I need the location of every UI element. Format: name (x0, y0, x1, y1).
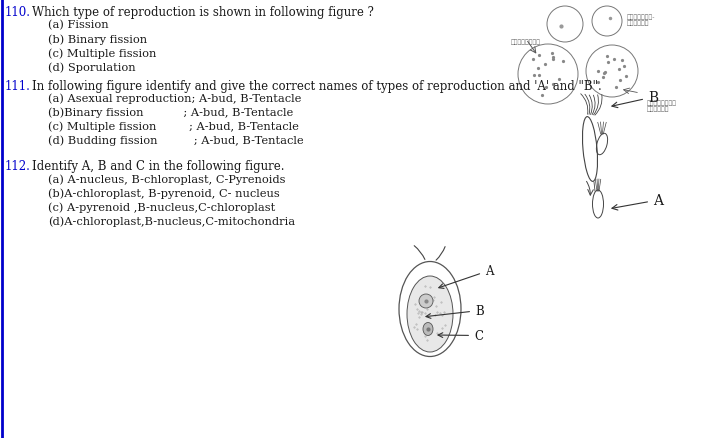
Text: C: C (438, 329, 483, 342)
Text: बहुखंडीय
विभाजन: बहुखंडीय विभाजन (647, 100, 677, 112)
Text: Identify A, B and C in the following figure.: Identify A, B and C in the following fig… (32, 159, 285, 173)
Text: (d) Budding fission          ; A-bud, B-Tentacle: (d) Budding fission ; A-bud, B-Tentacle (48, 135, 303, 145)
Text: A: A (612, 194, 663, 211)
Circle shape (419, 294, 433, 308)
Text: (d)A-chloroplast,B-nucleus,C-mitochondria: (d)A-chloroplast,B-nucleus,C-mitochondri… (48, 215, 295, 226)
Text: 110.: 110. (5, 6, 31, 19)
Ellipse shape (423, 323, 433, 336)
Text: 111.: 111. (5, 80, 31, 93)
Text: (c) A-pyrenoid ,B-nucleus,C-chloroplast: (c) A-pyrenoid ,B-nucleus,C-chloroplast (48, 201, 275, 212)
Text: (a) A-nucleus, B-chloroplast, C-Pyrenoids: (a) A-nucleus, B-chloroplast, C-Pyrenoid… (48, 173, 285, 184)
Text: B: B (612, 91, 658, 108)
Text: (a) Asexual reproduction; A-bud, B-Tentacle: (a) Asexual reproduction; A-bud, B-Tenta… (48, 93, 301, 103)
Text: Which type of reproduction is shown in following figure ?: Which type of reproduction is shown in f… (32, 6, 374, 19)
Text: (b)A-chloroplast, B-pyrenoid, C- nucleus: (b)A-chloroplast, B-pyrenoid, C- nucleus (48, 187, 280, 198)
Text: (b) Binary fission: (b) Binary fission (48, 34, 147, 45)
Text: (a) Fission: (a) Fission (48, 20, 108, 30)
Text: बहुखंडित: बहुखंडित (511, 39, 541, 45)
Text: (b)Binary fission           ; A-bud, B-Tentacle: (b)Binary fission ; A-bud, B-Tentacle (48, 107, 293, 117)
Text: In following figure identify and give the correct names of types of reproduction: In following figure identify and give th… (32, 80, 602, 93)
Text: 112.: 112. (5, 159, 31, 173)
Text: द्विखंड-
विभाजन: द्विखंड- विभाजन (627, 14, 655, 26)
Text: (c) Multiple fission         ; A-bud, B-Tentacle: (c) Multiple fission ; A-bud, B-Tentacle (48, 121, 299, 131)
Text: (c) Multiple fission: (c) Multiple fission (48, 48, 156, 58)
Text: B: B (426, 304, 484, 318)
Ellipse shape (407, 276, 453, 352)
Text: A: A (439, 265, 493, 289)
Text: (d) Sporulation: (d) Sporulation (48, 62, 136, 72)
